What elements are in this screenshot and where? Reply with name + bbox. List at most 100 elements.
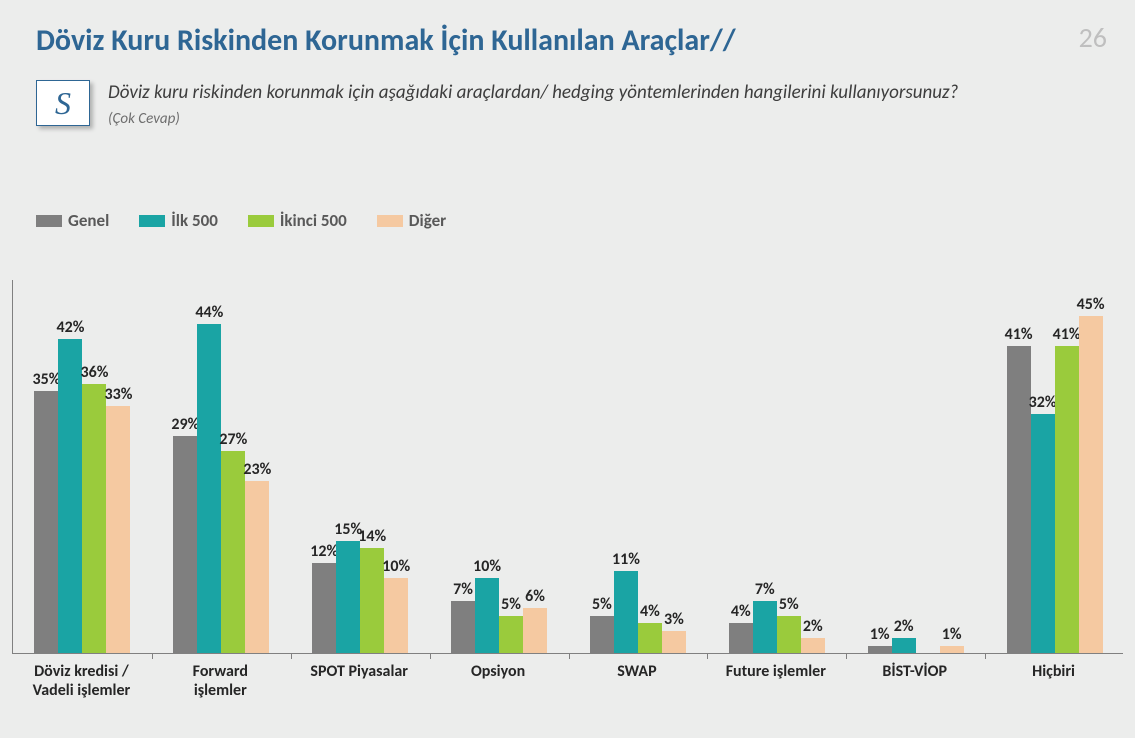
axis-tick (569, 653, 570, 659)
bar (475, 578, 499, 653)
bar (82, 384, 106, 653)
bar-group: 29%44%27%23% (152, 324, 291, 653)
bar-wrap: 41% (1055, 346, 1079, 653)
axis-tick (430, 653, 431, 659)
legend-item: İkinci 500 (248, 210, 347, 231)
bar (173, 436, 197, 653)
bar-wrap: 11% (614, 571, 638, 653)
bar-wrap: 36% (82, 384, 106, 653)
legend-item: Diğer (377, 210, 446, 231)
bars-wrap: 29%44%27%23% (173, 324, 269, 653)
bar-value-label: 2% (894, 617, 914, 636)
bar-group: 5%11%4%3% (569, 571, 708, 653)
bar (360, 548, 384, 653)
bar-wrap: 2% (801, 638, 825, 653)
bar-value-label: 1% (942, 625, 962, 644)
bar-value-label: 12% (310, 542, 338, 561)
bar-group: 41%32%41%45% (985, 316, 1124, 653)
bars-wrap: 5%11%4%3% (590, 571, 686, 653)
bar-value-label: 7% (453, 580, 473, 599)
bars-wrap: 12%15%14%10% (312, 541, 408, 653)
legend-swatch (248, 215, 274, 227)
category-label: BİST-VİOP (845, 662, 984, 681)
chart: 35%42%36%33%29%44%27%23%12%15%14%10%7%10… (12, 280, 1123, 710)
page-number: 26 (1079, 20, 1107, 55)
axis-tick (291, 653, 292, 659)
bar-wrap: 5% (499, 616, 523, 653)
bar (1055, 346, 1079, 653)
bar (892, 638, 916, 653)
bar (451, 601, 475, 653)
bar-value-label: 11% (612, 550, 640, 569)
bar-wrap: 42% (58, 339, 82, 653)
bar-wrap: 32% (1031, 414, 1055, 653)
bar-value-label: 35% (32, 370, 60, 389)
bar (1007, 346, 1031, 653)
legend-swatch (139, 215, 165, 227)
bar-group: 4%7%5%2% (707, 601, 846, 653)
bar (777, 616, 801, 653)
bars-wrap: 4%7%5%2% (729, 601, 825, 653)
bar-wrap: 44% (197, 324, 221, 653)
bar-wrap: 23% (245, 481, 269, 653)
category-label: SPOT Piyasalar (290, 662, 429, 681)
bar-wrap: 15% (336, 541, 360, 653)
bar-value-label: 3% (664, 610, 684, 629)
bar-wrap: 27% (221, 451, 245, 653)
bar-wrap: 5% (777, 616, 801, 653)
bar-group: 12%15%14%10% (291, 541, 430, 653)
bar (197, 324, 221, 653)
legend-item: Genel (36, 210, 109, 231)
bar-value-label: 42% (56, 318, 84, 337)
axis-tick (152, 653, 153, 659)
bar-value-label: 2% (803, 617, 823, 636)
legend-label: İlk 500 (171, 210, 218, 231)
bar-wrap: 45% (1079, 316, 1103, 653)
bar-value-label: 41% (1005, 325, 1033, 344)
question-text: Döviz kuru riskinden korunmak için aşağı… (108, 80, 958, 106)
bar-group: 1%2%1% (846, 638, 985, 653)
bar-wrap: 7% (451, 601, 475, 653)
bar (384, 578, 408, 653)
bar (729, 623, 753, 653)
bar-value-label: 29% (171, 415, 199, 434)
legend-item: İlk 500 (139, 210, 218, 231)
category-label: Hiçbiri (984, 662, 1123, 681)
bar (753, 601, 777, 653)
bar (1079, 316, 1103, 653)
bar-value-label: 6% (525, 587, 545, 606)
plot-area: 35%42%36%33%29%44%27%23%12%15%14%10%7%10… (12, 280, 1123, 654)
bar-value-label: 36% (80, 363, 108, 382)
bar (801, 638, 825, 653)
bar (336, 541, 360, 653)
bar-value-label: 44% (195, 303, 223, 322)
question-block: S Döviz kuru riskinden korunmak için aşa… (36, 80, 1075, 128)
legend-swatch (36, 215, 62, 227)
legend-swatch (377, 215, 403, 227)
bar-value-label: 10% (473, 557, 501, 576)
category-label: Döviz kredisi /Vadeli işlemler (12, 662, 151, 700)
bar-wrap: 4% (729, 623, 753, 653)
bar-wrap: 29% (173, 436, 197, 653)
bar (940, 646, 964, 653)
bar-wrap: 12% (312, 563, 336, 653)
bar (638, 623, 662, 653)
bar-wrap: 10% (384, 578, 408, 653)
bar-value-label: 5% (592, 595, 612, 614)
bar-value-label: 5% (779, 595, 799, 614)
bar (312, 563, 336, 653)
bar-wrap: 33% (106, 406, 130, 653)
bars-wrap: 1%2%1% (868, 638, 964, 653)
category-label: SWAP (568, 662, 707, 681)
bar-value-label: 33% (104, 385, 132, 404)
bar-wrap: 7% (753, 601, 777, 653)
bar-value-label: 5% (501, 595, 521, 614)
bar (34, 391, 58, 653)
bar-wrap: 6% (523, 608, 547, 653)
bar-value-label: 10% (382, 557, 410, 576)
bar (523, 608, 547, 653)
bar (58, 339, 82, 653)
bars-wrap: 35%42%36%33% (34, 339, 130, 653)
bar (662, 631, 686, 653)
bar-wrap: 3% (662, 631, 686, 653)
